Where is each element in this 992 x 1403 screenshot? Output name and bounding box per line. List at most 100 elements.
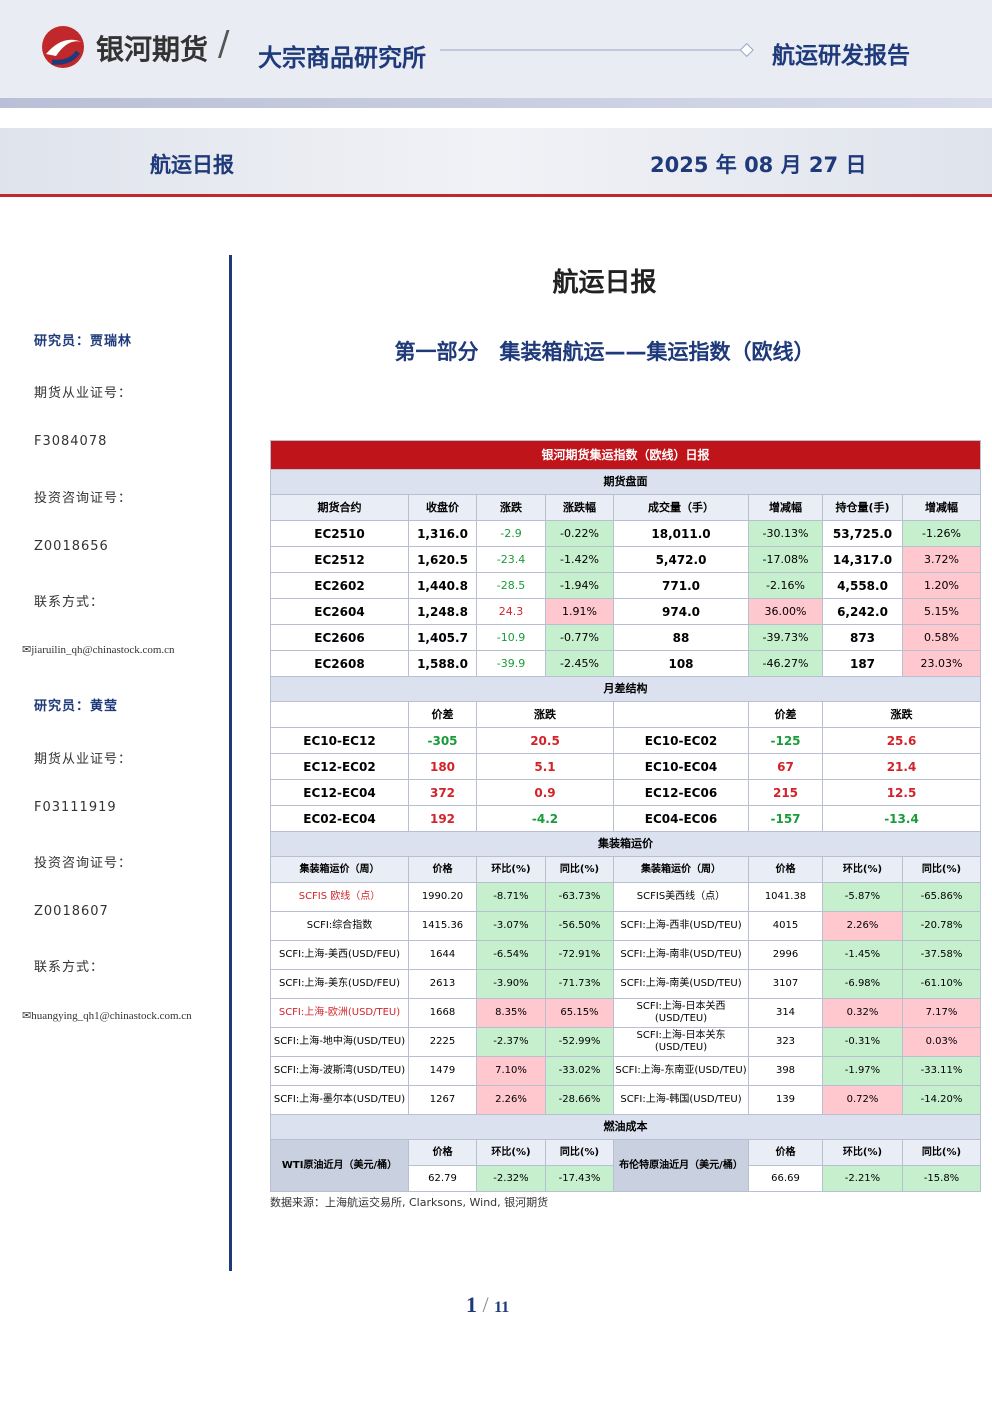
- table-cell: EC2604: [270, 598, 409, 625]
- sidebar-item: 投资咨询证号：: [34, 856, 133, 871]
- table-cell: 25.6: [821, 727, 982, 754]
- column-header: 环比(%): [476, 1139, 546, 1166]
- table-cell: EC2608: [270, 650, 409, 677]
- section-header: 燃油成本: [269, 1114, 982, 1140]
- table-row: EC2602 1,440.8 -28.5 -1.94% 771.0 -2.16% 4,558…: [270, 572, 982, 599]
- table-cell: SCFI:上海-日本关西(USD/TEU): [613, 998, 749, 1028]
- column-header: 同比(%): [901, 856, 982, 883]
- table-row: SCFI:上海-墨尔本(USD/TEU) 1267 2.26% -28.66% SCFI…: [270, 1085, 982, 1115]
- table-row: EC2608 1,588.0 -39.9 -2.45% 108 -46.27% 187 23.…: [270, 650, 982, 677]
- table-cell: 7.17%: [901, 998, 982, 1028]
- sidebar-item: 期货从业证号：: [34, 751, 133, 767]
- table-cell: 1,316.0: [408, 520, 477, 547]
- row-label: WTI原油近月（美元/桶）: [270, 1139, 409, 1192]
- table-cell: 23.03%: [901, 650, 982, 677]
- table-cell: 0.72%: [822, 1085, 903, 1115]
- table-cell: 3107: [748, 969, 823, 999]
- column-header: 集装箱运价（周）: [270, 856, 409, 883]
- section-header: 集装箱运价: [269, 831, 982, 857]
- section-header: 期货盘面: [269, 469, 982, 495]
- table-row: 期货合约 收盘价 涨跌 涨跌幅 成交量（手） 增减幅 持仓量(手) 增减幅: [270, 494, 982, 521]
- title-band: [0, 128, 992, 197]
- page-number: 1 / 11: [466, 1292, 510, 1317]
- sidebar-item: 研究员：黄莹: [34, 699, 119, 715]
- table-cell: 1.20%: [901, 572, 982, 599]
- table-cell: 323: [748, 1027, 823, 1057]
- column-header: 同比(%): [545, 856, 614, 883]
- table-cell: 5.15%: [901, 598, 982, 625]
- table-row: SCFI:上海-波斯湾(USD/TEU) 1479 7.10% -33.02% SCFI…: [270, 1056, 982, 1086]
- logo: [42, 26, 84, 68]
- table-title: 银河期货集运指数（欧线）日报: [269, 440, 982, 470]
- table-cell: -5.87%: [822, 882, 903, 912]
- table-row: 集装箱运价（周） 价格 环比(%) 同比(%) 集装箱运价（周） 价格 环比(%) 同比(%): [270, 856, 982, 883]
- table-cell: SCFI:上海-东南亚(USD/TEU): [613, 1056, 749, 1086]
- table-row: SCFI:上海-地中海(USD/TEU) 2225 -2.37% -52.99% SCF…: [270, 1027, 982, 1057]
- table-cell: -2.21%: [822, 1165, 903, 1192]
- table-row: EC2510 1,316.0 -2.9 -0.22% 18,011.0 -30.13% 53…: [270, 520, 982, 547]
- table-row: SCFI:综合指数 1415.36 -3.07% -56.50% SCFI:上海-西非(…: [270, 911, 982, 941]
- table-cell: 67: [748, 753, 823, 780]
- table-cell: 3.72%: [901, 546, 982, 573]
- column-header: 期货合约: [270, 494, 409, 521]
- table-cell: 5.1: [476, 753, 614, 780]
- column-header: 涨跌: [821, 701, 982, 728]
- divider-line: [229, 255, 232, 1271]
- table-cell: 4015: [748, 911, 823, 941]
- table-cell: -4.2: [476, 805, 614, 832]
- column-header: 涨跌: [476, 701, 614, 728]
- table-cell: -15.8%: [901, 1165, 982, 1192]
- column-header: 收盘价: [408, 494, 477, 521]
- column-header: 增减幅: [748, 494, 823, 521]
- table-cell: 7.10%: [476, 1056, 546, 1086]
- table-cell: -0.31%: [822, 1027, 903, 1057]
- table-row: 集装箱运价: [269, 831, 982, 857]
- section-title: 第一部分 集装箱航运——集运指数（欧线）: [394, 340, 815, 364]
- table-cell: 66.69: [748, 1165, 823, 1192]
- table-cell: 187: [822, 650, 903, 677]
- table-cell: -13.4: [821, 805, 982, 832]
- table-cell: -305: [408, 727, 477, 754]
- table-row: 期货盘面: [269, 469, 982, 495]
- report-table: 银河期货集运指数（欧线）日报 期货盘面 期货合约 收盘价 涨跌 涨跌幅 成交量（手） 增减幅持…: [269, 440, 982, 1192]
- report-type: 航运研发报告: [772, 43, 910, 69]
- column-header: 集装箱运价（周）: [613, 856, 749, 883]
- column-header: 增减幅: [901, 494, 982, 521]
- column-header: 成交量（手）: [613, 494, 749, 521]
- column-header: 环比(%): [822, 1139, 903, 1166]
- table-cell: 108: [613, 650, 749, 677]
- table-cell: EC2602: [270, 572, 409, 599]
- table-cell: 215: [748, 779, 823, 806]
- table-row: EC2512 1,620.5 -23.4 -1.42% 5,472.0 -17.08% 14…: [270, 546, 982, 573]
- table-cell: 0.9: [476, 779, 614, 806]
- table-cell: -1.97%: [822, 1056, 903, 1086]
- table-cell: 0.32%: [822, 998, 903, 1028]
- table-cell: -33.02%: [545, 1056, 614, 1086]
- table-cell: 53,725.0: [822, 520, 903, 547]
- table-cell: 20.5: [476, 727, 614, 754]
- column-header: 涨跌幅: [545, 494, 614, 521]
- table-row: EC2604 1,248.8 24.3 1.91% 974.0 36.00% 6,242.0…: [270, 598, 982, 625]
- table-cell: -65.86%: [901, 882, 982, 912]
- table-row: 燃油成本: [269, 1114, 982, 1140]
- header-band: [0, 0, 992, 98]
- empty-cell: [270, 701, 409, 728]
- table-cell: 974.0: [613, 598, 749, 625]
- sidebar-item: 投资咨询证号：: [34, 490, 133, 506]
- table-cell: EC04-EC06: [613, 805, 749, 832]
- table-cell: 1479: [408, 1056, 477, 1086]
- table-cell: SCFI:上海-韩国(USD/TEU): [613, 1085, 749, 1115]
- deco-line: [440, 42, 754, 58]
- table-cell: -61.10%: [901, 969, 982, 999]
- table-cell: -2.45%: [545, 650, 614, 677]
- table-row: 价差 涨跌 价差 涨跌: [270, 701, 982, 728]
- table-cell: -28.66%: [545, 1085, 614, 1115]
- column-header: 持仓量(手): [822, 494, 903, 521]
- table-cell: 1990.20: [408, 882, 477, 912]
- table-cell: -1.26%: [901, 520, 982, 547]
- table-cell: 372: [408, 779, 477, 806]
- column-header: 环比(%): [476, 856, 546, 883]
- sidebar-item: Z0018607: [34, 904, 109, 920]
- table-row: 62.79 -2.32% -17.43% 66.69 -2.21% -15.8%: [271, 1165, 982, 1192]
- table-cell: -71.73%: [545, 969, 614, 999]
